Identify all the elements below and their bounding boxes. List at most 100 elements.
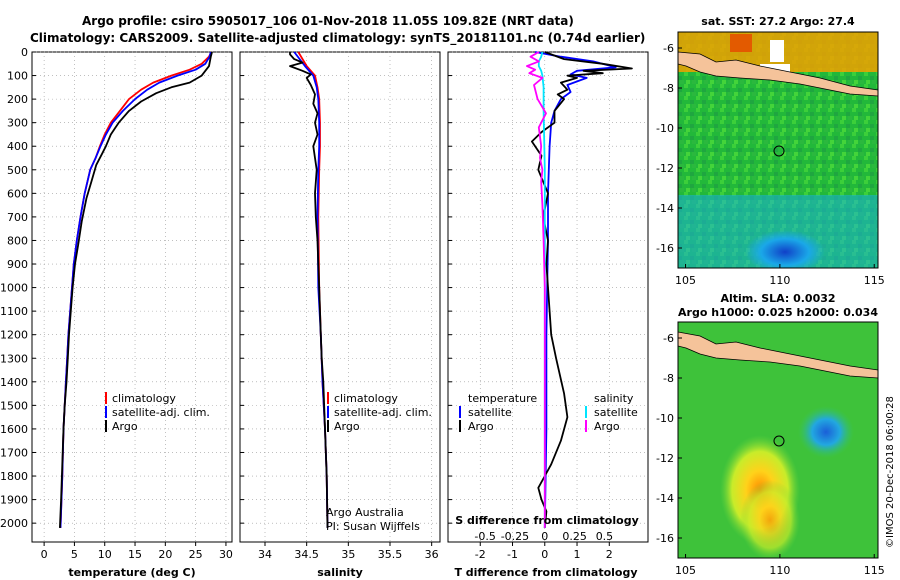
argo-position-marker xyxy=(773,435,785,447)
map-y-tick-label: -6 xyxy=(663,42,674,55)
map-y-tick-label: -16 xyxy=(656,242,674,255)
argo-position-marker xyxy=(773,145,785,157)
s-tick-label: -0.25 xyxy=(501,530,529,543)
imos-credit: ©IMOS 20-Dec-2018 06:00:28 xyxy=(885,396,896,548)
depth-tick-label: 900 xyxy=(7,258,28,271)
t-difference-xlabel: T difference from climatology xyxy=(454,566,637,579)
temperature-legend: climatology satellite-adj. clim. Argo xyxy=(105,392,210,433)
x-tick-label: 5 xyxy=(71,548,78,561)
x-tick-label: 25 xyxy=(189,548,203,561)
series-line-salinity-satellite xyxy=(537,51,546,528)
x-tick-label: 0 xyxy=(41,548,48,561)
depth-tick-label: 100 xyxy=(7,70,28,83)
depth-tick-label: 1700 xyxy=(0,446,28,459)
map-y-tick-label: -10 xyxy=(656,412,674,425)
map-x-tick-label: 110 xyxy=(769,274,790,287)
x-tick-label: 35.5 xyxy=(378,548,403,561)
sla-map-panel: Altim. SLA: 0.0032 Argo h1000: 0.025 h20… xyxy=(656,292,885,577)
sla-low-anomaly xyxy=(798,406,854,458)
map-y-tick-label: -14 xyxy=(656,202,674,215)
legend-label-argo: Argo xyxy=(112,420,138,433)
series-line-temperature-argo xyxy=(531,51,633,528)
sst-cloud-patch xyxy=(770,40,784,62)
temperature-panel: 0 5 10 15 20 25 30 temperature (deg C) climato… xyxy=(31,51,233,579)
map-y-tick-label: -12 xyxy=(656,162,674,175)
sst-warm-patch xyxy=(730,34,752,52)
sst-map-panel: sat. SST: 27.2 Argo: 27.4 105 110 115 -6 -8 -… xyxy=(656,15,885,287)
x-tick-label: 30 xyxy=(219,548,233,561)
depth-tick-label: 700 xyxy=(7,211,28,224)
depth-tick-label: 500 xyxy=(7,164,28,177)
x-tick-label: 2 xyxy=(606,548,613,561)
s-tick-label: 0.5 xyxy=(596,530,614,543)
series-line-temperature-satellite xyxy=(534,51,617,528)
temperature-difference-legend: temperature satellite Argo xyxy=(459,392,537,433)
legend-label-satellite: satellite-adj. clim. xyxy=(334,406,432,419)
depth-tick-label: 1800 xyxy=(0,470,28,483)
s-tick-label: 0.25 xyxy=(562,530,587,543)
s-tick-label: 0 xyxy=(541,530,548,543)
depth-tick-label: 1900 xyxy=(0,494,28,507)
depth-tick-label: 800 xyxy=(7,234,28,247)
sla-map-title-2: Argo h1000: 0.025 h2000: 0.034 xyxy=(678,306,878,319)
pi-label: PI: Susan Wijffels xyxy=(326,520,420,533)
x-tick-label: -2 xyxy=(475,548,486,561)
depth-tick-label: 1300 xyxy=(0,352,28,365)
legend-label-argo: Argo xyxy=(334,420,360,433)
series-line-climatology xyxy=(297,51,329,528)
sla-map-frame xyxy=(677,321,879,559)
argo-australia-label: Argo Australia xyxy=(326,506,404,519)
legend-title-salinity: salinity xyxy=(594,392,634,405)
x-tick-label: 15 xyxy=(128,548,142,561)
sst-cool-core xyxy=(745,230,825,268)
x-tick-label: -1 xyxy=(507,548,518,561)
map-y-tick-label: -8 xyxy=(663,82,674,95)
sst-map-frame xyxy=(677,31,879,269)
map-y-tick-label: -8 xyxy=(663,372,674,385)
map-x-tick-label: 105 xyxy=(675,564,696,577)
depth-tick-label: 1400 xyxy=(0,376,28,389)
series-line-satellite-adj-clim- xyxy=(59,51,212,528)
salinity-panel: 34 34.5 35 35.5 36 salinity climatology sate… xyxy=(239,51,441,579)
series-line-climatology xyxy=(59,51,213,528)
salinity-plot-frame xyxy=(239,51,441,543)
title-line-2: Climatology: CARS2009. Satellite-adjuste… xyxy=(30,31,645,46)
depth-axis: 0 100 200 300 400 500 600 700 800 900 1000 1100 1200… xyxy=(0,46,28,530)
series-line-argo xyxy=(289,52,329,528)
depth-tick-label: 1500 xyxy=(0,399,28,412)
x-tick-label: 20 xyxy=(158,548,172,561)
depth-tick-label: 200 xyxy=(7,93,28,106)
series-line-salinity-argo xyxy=(526,51,547,528)
depth-tick-label: 1000 xyxy=(0,282,28,295)
x-tick-label: 35 xyxy=(341,548,355,561)
map-x-tick-label: 115 xyxy=(864,564,885,577)
salinity-xlabel: salinity xyxy=(317,566,363,579)
title-line-1: Argo profile: csiro 5905017_106 01-Nov-2… xyxy=(82,14,574,29)
x-tick-label: 1 xyxy=(574,548,581,561)
salinity-difference-legend: salinity satellite Argo xyxy=(585,392,638,433)
map-y-tick-label: -16 xyxy=(656,532,674,545)
x-tick-label: 34.5 xyxy=(294,548,319,561)
depth-tick-label: 1100 xyxy=(0,305,28,318)
legend-label-satellite: satellite-adj. clim. xyxy=(112,406,210,419)
map-x-tick-label: 110 xyxy=(769,564,790,577)
salinity-legend: climatology satellite-adj. clim. Argo xyxy=(327,392,432,433)
sla-map-title-1: Altim. SLA: 0.0032 xyxy=(720,292,835,305)
x-tick-label: 10 xyxy=(98,548,112,561)
depth-tick-label: 1600 xyxy=(0,423,28,436)
legend-label-climatology: climatology xyxy=(334,392,398,405)
series-line-satellite-adj-clim- xyxy=(293,51,329,528)
map-y-tick-label: -12 xyxy=(656,452,674,465)
map-y-tick-label: -10 xyxy=(656,122,674,135)
x-tick-label: 0 xyxy=(541,548,548,561)
map-y-tick-label: -14 xyxy=(656,492,674,505)
x-tick-label: 34 xyxy=(258,548,272,561)
java-coastline xyxy=(678,331,878,379)
sla-high-anomaly-2 xyxy=(740,480,800,558)
x-tick-label: 36 xyxy=(425,548,439,561)
legend-title-temperature: temperature xyxy=(468,392,537,405)
temperature-xlabel: temperature (deg C) xyxy=(68,566,195,579)
map-x-tick-label: 105 xyxy=(675,274,696,287)
map-x-tick-label: 115 xyxy=(864,274,885,287)
